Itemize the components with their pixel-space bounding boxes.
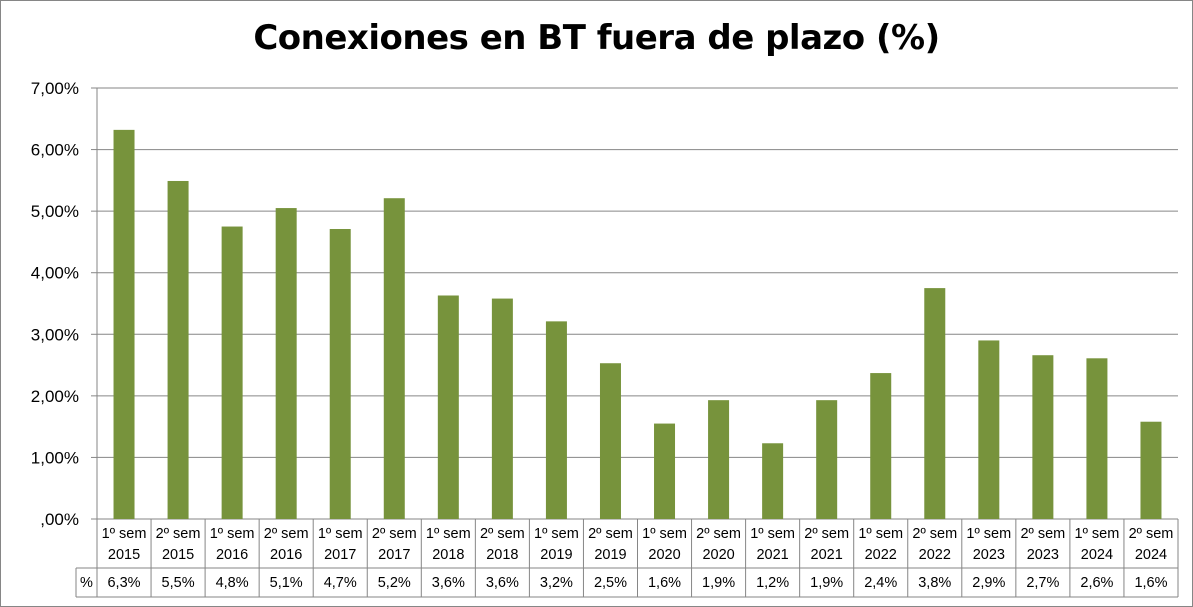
data-label: 4,7%: [324, 575, 357, 591]
bar: [329, 228, 351, 519]
data-label: 2,6%: [1080, 575, 1113, 591]
data-label: 3,2%: [540, 575, 573, 591]
x-tick-label: 2015: [162, 547, 194, 563]
x-tick-label: 1º sem: [318, 526, 363, 542]
bar: [491, 298, 513, 519]
x-tick-label: 1º sem: [858, 526, 903, 542]
x-tick-label: 1º sem: [966, 526, 1011, 542]
data-label: 1,9%: [810, 575, 843, 591]
data-label: 3,6%: [432, 575, 465, 591]
x-tick-label: 1º sem: [534, 526, 579, 542]
bar: [437, 295, 459, 519]
bar: [1086, 358, 1108, 519]
x-tick-label: 2º sem: [372, 526, 417, 542]
x-tick-label: 2017: [324, 547, 356, 563]
x-tick-label: 2022: [919, 547, 951, 563]
x-tick-label: 2021: [811, 547, 843, 563]
x-tick-label: 2016: [216, 547, 248, 563]
y-tick-label: 4,00%: [31, 264, 79, 283]
y-tick-label: 6,00%: [31, 141, 79, 160]
y-tick-label: 7,00%: [31, 79, 79, 98]
data-label: 1,9%: [702, 575, 735, 591]
data-label: 2,9%: [972, 575, 1005, 591]
x-tick-label: 2020: [702, 547, 734, 563]
bar: [978, 340, 1000, 519]
data-label: 1,6%: [1134, 575, 1167, 591]
x-tick-label: 2023: [973, 547, 1005, 563]
x-tick-label: 2024: [1135, 547, 1167, 563]
bar: [221, 226, 243, 520]
bar: [1140, 421, 1162, 519]
chart-title: Conexiones en BT fuera de plazo (%): [253, 18, 940, 58]
bar: [167, 180, 189, 520]
x-tick-label: 1º sem: [426, 526, 471, 542]
bar: [275, 208, 297, 520]
data-label: 5,1%: [270, 575, 303, 591]
bar: [383, 198, 405, 519]
x-tick-label: 2º sem: [1020, 526, 1065, 542]
y-tick-label: ,00%: [40, 510, 79, 529]
bar: [654, 423, 676, 519]
y-tick-label: 5,00%: [31, 202, 79, 221]
data-label: 2,7%: [1026, 575, 1059, 591]
data-label: 3,8%: [918, 575, 951, 591]
x-tick-label: 2º sem: [156, 526, 201, 542]
x-tick-label: 2020: [648, 547, 680, 563]
data-label: 4,8%: [216, 575, 249, 591]
x-tick-label: 2022: [865, 547, 897, 563]
y-tick-label: 2,00%: [31, 387, 79, 406]
data-label: 3,6%: [486, 575, 519, 591]
x-tick-label: 2024: [1081, 547, 1113, 563]
x-tick-label: 2º sem: [804, 526, 849, 542]
bar: [924, 288, 946, 519]
data-label: 2,4%: [864, 575, 897, 591]
bar: [762, 443, 784, 519]
x-tick-label: 2017: [378, 547, 410, 563]
y-tick-label: 1,00%: [31, 448, 79, 467]
x-tick-label: 1º sem: [1075, 526, 1120, 542]
bar: [113, 129, 135, 519]
bar: [870, 373, 892, 519]
x-tick-label: 2018: [486, 547, 518, 563]
data-label: 5,2%: [378, 575, 411, 591]
table-row-label: %: [80, 575, 93, 591]
bar: [816, 400, 838, 519]
x-tick-label: 2018: [432, 547, 464, 563]
x-tick-label: 2º sem: [912, 526, 957, 542]
bar: [545, 321, 567, 519]
x-tick-label: 2º sem: [480, 526, 525, 542]
x-tick-label: 1º sem: [642, 526, 687, 542]
x-tick-label: 2º sem: [588, 526, 633, 542]
data-label: 2,5%: [594, 575, 627, 591]
x-tick-label: 2º sem: [264, 526, 309, 542]
bar: [708, 400, 730, 519]
x-tick-label: 1º sem: [102, 526, 147, 542]
data-label: 6,3%: [107, 575, 140, 591]
bar: [1032, 355, 1054, 519]
x-tick-label: 1º sem: [210, 526, 255, 542]
x-tick-label: 2023: [1027, 547, 1059, 563]
x-tick-label: 2016: [270, 547, 302, 563]
bar: [599, 363, 621, 519]
x-tick-label: 2º sem: [696, 526, 741, 542]
x-tick-label: 2021: [756, 547, 788, 563]
data-label: 1,2%: [756, 575, 789, 591]
x-tick-label: 2015: [108, 547, 140, 563]
data-label: 1,6%: [648, 575, 681, 591]
x-tick-label: 2019: [540, 547, 572, 563]
x-tick-label: 2019: [594, 547, 626, 563]
x-tick-label: 2º sem: [1129, 526, 1174, 542]
y-tick-label: 3,00%: [31, 325, 79, 344]
data-label: 5,5%: [162, 575, 195, 591]
x-tick-label: 1º sem: [750, 526, 795, 542]
